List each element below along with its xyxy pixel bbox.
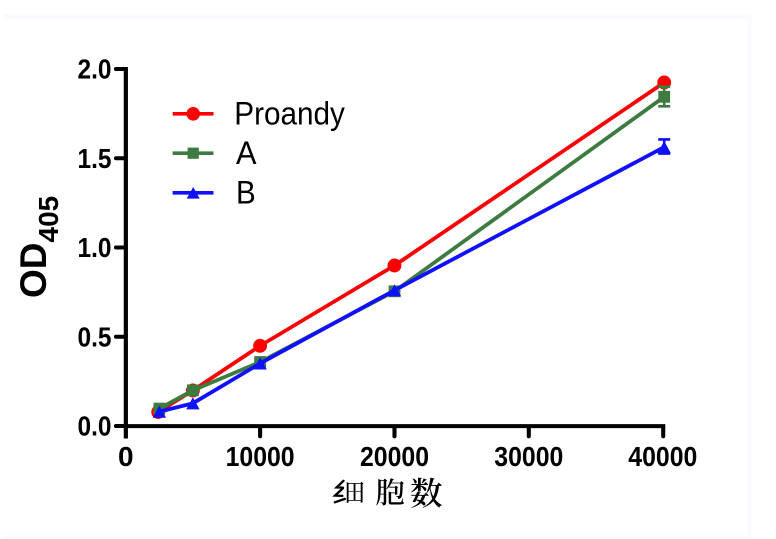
svg-text:A: A: [236, 135, 257, 171]
svg-text:2.0: 2.0: [78, 54, 112, 85]
svg-text:0.5: 0.5: [78, 321, 112, 352]
svg-text:Proandy: Proandy: [234, 95, 345, 131]
svg-text:20000: 20000: [360, 441, 429, 472]
svg-text:1.5: 1.5: [78, 143, 112, 174]
svg-text:10000: 10000: [226, 441, 295, 472]
svg-text:0: 0: [118, 441, 134, 472]
svg-text:30000: 30000: [494, 441, 563, 472]
svg-text:40000: 40000: [628, 441, 697, 472]
svg-text:1.0: 1.0: [78, 232, 112, 263]
svg-text:0.0: 0.0: [78, 411, 112, 442]
svg-text:B: B: [236, 174, 256, 210]
